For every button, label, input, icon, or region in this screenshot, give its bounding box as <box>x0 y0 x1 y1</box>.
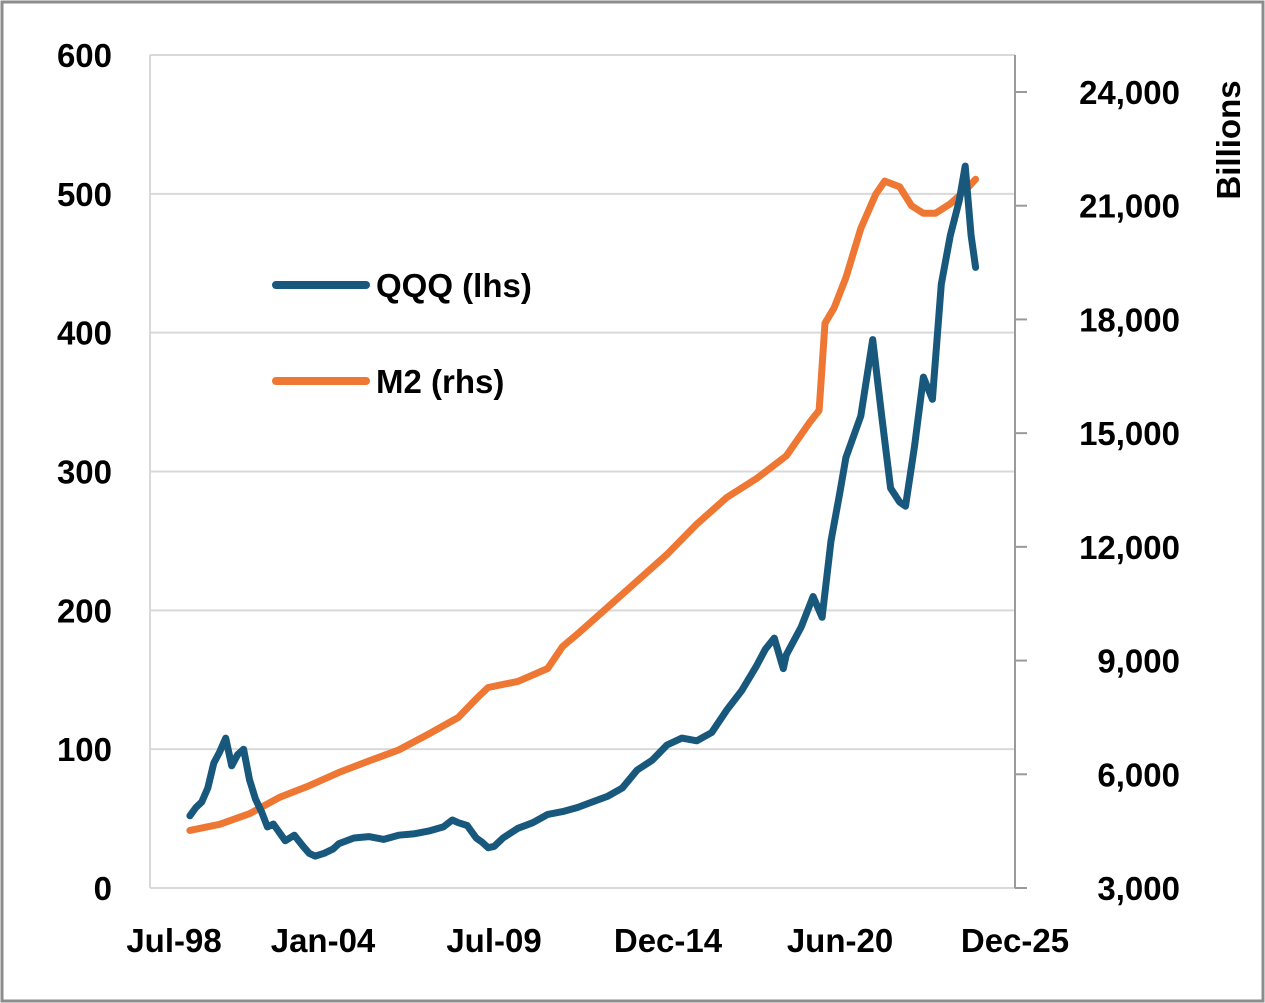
right-tick-label: 6,000 <box>1097 756 1180 793</box>
right-axis-tick-labels: 3,000 6,000 9,000 12,000 15,000 18,000 21,000 2… <box>1079 74 1180 907</box>
right-tick-label: 3,000 <box>1097 870 1180 907</box>
legend-label-qqq: QQQ (lhs) <box>376 267 532 304</box>
legend: QQQ (lhs) M2 (rhs) <box>272 267 532 400</box>
left-tick-label: 600 <box>57 37 112 74</box>
series-line-qqq <box>186 162 980 860</box>
x-axis-tick-labels: Jul-98 Jan-04 Jul-09 Dec-14 Jun-20 Dec-25 <box>126 922 1069 959</box>
gridlines <box>150 54 1015 751</box>
x-tick-label: Jun-20 <box>787 922 893 959</box>
left-tick-label: 0 <box>94 870 112 907</box>
right-tick-label: 24,000 <box>1079 74 1180 111</box>
x-tick-label: Dec-14 <box>614 922 723 959</box>
x-tick-label: Jul-98 <box>126 922 221 959</box>
x-tick-label: Jan-04 <box>271 922 376 959</box>
right-tick-label: 9,000 <box>1097 643 1180 680</box>
left-tick-label: 100 <box>57 731 112 768</box>
series-line-m2 <box>186 175 980 834</box>
left-tick-label: 500 <box>57 176 112 213</box>
right-tick-label: 15,000 <box>1079 415 1180 452</box>
left-tick-label: 200 <box>57 592 112 629</box>
left-axis-tick-labels: 0 100 200 300 400 500 600 <box>57 37 112 907</box>
legend-label-m2: M2 (rhs) <box>376 363 504 400</box>
x-tick-label: Jul-09 <box>446 922 541 959</box>
right-tick-label: 21,000 <box>1079 188 1180 225</box>
right-axis-tick-marks <box>1015 91 1027 889</box>
left-tick-label: 400 <box>57 315 112 352</box>
left-tick-label: 300 <box>57 454 112 491</box>
x-tick-label: Dec-25 <box>961 922 1069 959</box>
right-tick-label: 18,000 <box>1079 301 1180 338</box>
right-tick-label: 12,000 <box>1079 529 1180 566</box>
right-axis-unit-label: Billions <box>1210 80 1247 199</box>
series-layer <box>186 162 980 860</box>
